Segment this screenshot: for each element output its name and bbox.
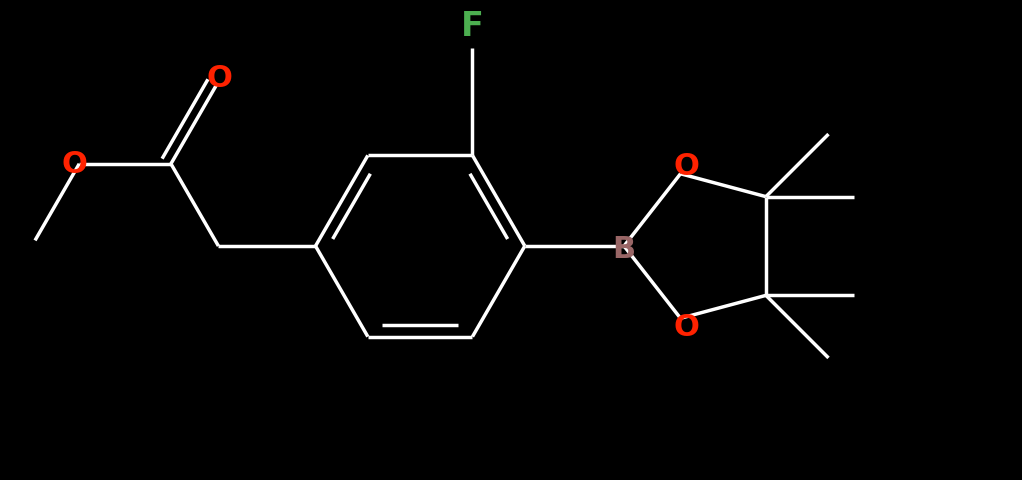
Text: O: O — [673, 152, 699, 181]
Text: B: B — [612, 234, 636, 263]
Text: O: O — [673, 312, 699, 341]
Text: O: O — [206, 64, 232, 93]
Text: F: F — [461, 10, 483, 43]
Text: O: O — [61, 150, 88, 179]
